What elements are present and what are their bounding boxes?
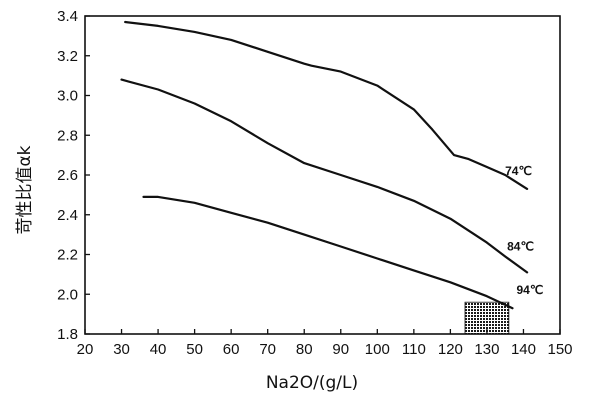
y-tick-label: 2.4 (57, 207, 78, 224)
x-tick-label: 150 (547, 341, 572, 358)
x-tick-label: 70 (259, 341, 276, 358)
x-tick-label: 140 (511, 341, 536, 358)
x-tick-label: 120 (438, 341, 463, 358)
series-label: 74℃ (505, 164, 532, 178)
y-tick-label: 2.2 (57, 247, 78, 264)
y-tick-label: 1.8 (57, 326, 78, 343)
plot-area: 20 30 40 50 60 70 80 90 100 110 120 130 140 150 1.8 2.0… (57, 8, 572, 358)
x-tick-label: 110 (402, 341, 426, 358)
series-line (124, 20, 529, 190)
series-label: 94℃ (517, 283, 544, 297)
x-tick-label: 80 (296, 341, 313, 358)
x-tick-label: 90 (332, 341, 349, 358)
y-axis-title: 苛性比值αk (15, 145, 35, 234)
x-tick-label: 30 (113, 341, 130, 358)
y-tick-label: 3.0 (57, 88, 78, 105)
y-tick-label: 2.8 (57, 127, 78, 144)
x-tick-label: 100 (365, 341, 390, 358)
x-tick-label: 130 (474, 341, 499, 358)
y-tick-label: 2.6 (57, 167, 78, 184)
y-tick-label: 2.0 (57, 286, 78, 303)
y-tick-label: 3.2 (57, 48, 78, 65)
series-label: 84℃ (507, 239, 534, 253)
x-axis-title: Na2O/(g/L) (266, 373, 358, 393)
x-tick-label: 60 (223, 341, 240, 358)
series-line (142, 195, 514, 310)
x-tick-label: 40 (150, 341, 167, 358)
shaded-region (464, 301, 510, 335)
series-line (120, 78, 529, 274)
x-tick-label: 50 (186, 341, 203, 358)
y-tick-label: 3.4 (57, 8, 78, 25)
plot-frame (84, 15, 561, 335)
x-tick-label: 20 (77, 341, 94, 358)
